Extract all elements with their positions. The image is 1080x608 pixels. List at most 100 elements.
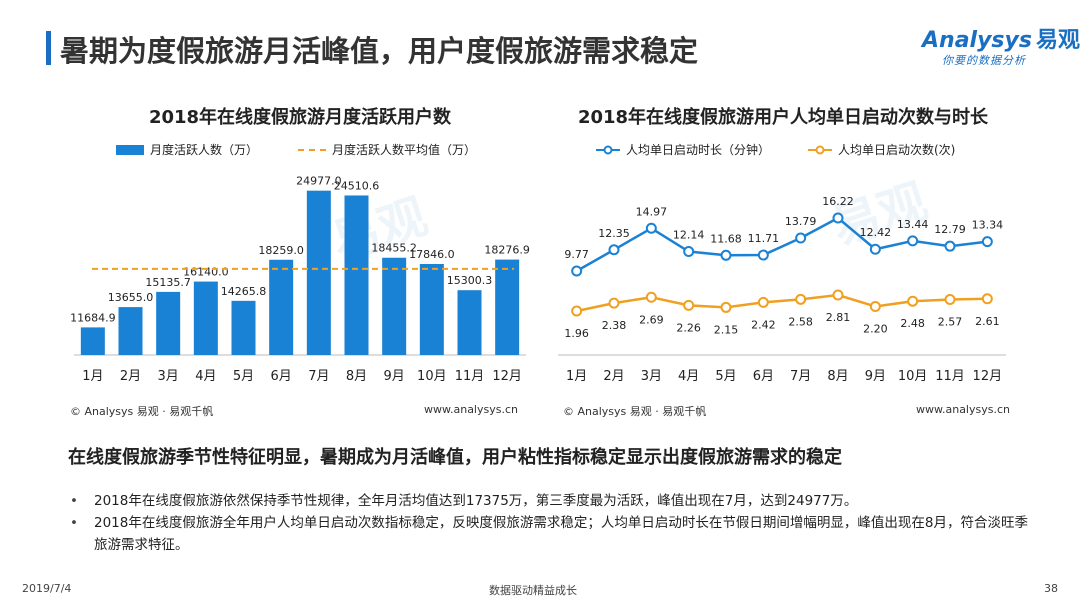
page-title: 暑期为度假旅游月活峰值，用户度假旅游需求稳定 bbox=[60, 34, 699, 68]
right-x-tick-10: 10月 bbox=[898, 369, 928, 384]
logo-main-text: Analysys bbox=[922, 28, 1032, 53]
bar-3 bbox=[156, 291, 181, 355]
bar-7 bbox=[306, 190, 331, 355]
legend-s1-label: 人均单日启动时长（分钟） bbox=[626, 143, 771, 157]
launches-series-point-7 bbox=[795, 293, 807, 305]
legend-bar-swatch bbox=[116, 144, 144, 155]
right-chart-legend-s2: 人均单日启动次数(次) bbox=[808, 141, 955, 158]
bar-value-label-5: 14265.8 bbox=[221, 285, 267, 298]
bar-value-label-12: 18276.9 bbox=[484, 244, 530, 257]
launches-series-point-11 bbox=[944, 294, 956, 306]
duration-series-line bbox=[576, 216, 988, 273]
launches-series-label-4: 2.26 bbox=[676, 321, 701, 334]
bar-6 bbox=[269, 259, 294, 355]
analysys-logo: Analysys 易观 你要的数据分析 bbox=[922, 22, 1080, 72]
duration-series-point-4 bbox=[683, 246, 695, 258]
bar-value-label-9: 18455.2 bbox=[371, 242, 417, 255]
bar-9 bbox=[382, 257, 407, 355]
duration-series-label-6: 11.71 bbox=[748, 232, 780, 245]
summary-bullet-2: 2018年在线度假旅游全年用户人均单日启动次数指标稳定，反映度假旅游需求稳定；人… bbox=[68, 512, 1038, 556]
bar-value-label-10: 17846.0 bbox=[409, 248, 455, 261]
right-x-tick-5: 5月 bbox=[715, 369, 736, 384]
bar-value-label-8: 24510.6 bbox=[334, 179, 380, 192]
duration-series-label-10: 13.44 bbox=[897, 218, 929, 231]
bar-value-label-2: 13655.0 bbox=[108, 291, 154, 304]
duration-series-point-5 bbox=[720, 249, 732, 261]
duration-series-label-8: 16.22 bbox=[822, 195, 854, 208]
bar-5 bbox=[231, 300, 256, 355]
left-chart-source: © Analysys 易观 · 易观千帆 bbox=[70, 405, 214, 418]
duration-series-point-7 bbox=[795, 232, 807, 244]
left-x-tick-12: 12月 bbox=[492, 369, 522, 384]
bar-value-label-4: 16140.0 bbox=[183, 266, 229, 279]
launches-series-label-12: 2.61 bbox=[975, 315, 1000, 328]
left-x-tick-8: 8月 bbox=[346, 369, 367, 384]
footer-page-number: 38 bbox=[1044, 582, 1058, 595]
right-chart-title: 2018年在线度假旅游用户人均单日启动次数与时长 bbox=[577, 107, 989, 128]
bar-value-label-11: 15300.3 bbox=[447, 274, 493, 287]
right-x-tick-12: 12月 bbox=[973, 369, 1003, 384]
duration-series-label-12: 13.34 bbox=[972, 219, 1004, 232]
launches-series-point-4 bbox=[683, 299, 695, 311]
bar-value-label-7: 24977.0 bbox=[296, 175, 342, 188]
legend-s2-label: 人均单日启动次数(次) bbox=[838, 143, 956, 157]
bar-8 bbox=[344, 195, 369, 355]
bar-12 bbox=[495, 259, 520, 355]
left-x-tick-7: 7月 bbox=[308, 369, 329, 384]
right-x-tick-6: 6月 bbox=[753, 369, 774, 384]
legend-line-swatch bbox=[298, 148, 326, 151]
right-x-tick-1: 1月 bbox=[566, 369, 587, 384]
title-accent-bar bbox=[46, 31, 51, 65]
duration-series-point-3 bbox=[645, 222, 657, 234]
left-x-tick-3: 3月 bbox=[158, 369, 179, 384]
duration-series-label-5: 11.68 bbox=[710, 232, 742, 245]
right-chart-website: www.analysys.cn bbox=[916, 403, 1010, 416]
launches-series-point-2 bbox=[608, 297, 620, 309]
duration-series-point-6 bbox=[757, 249, 769, 261]
left-chart-legend-line: 月度活跃人数平均值（万） bbox=[298, 141, 476, 158]
launches-series-label-6: 2.42 bbox=[751, 318, 776, 331]
launches-series-label-1: 1.96 bbox=[564, 327, 589, 340]
duration-series-point-9 bbox=[869, 243, 881, 255]
right-x-tick-4: 4月 bbox=[678, 369, 699, 384]
launches-series-label-10: 2.48 bbox=[900, 317, 925, 330]
logo-cn-text: 易观 bbox=[1035, 28, 1080, 53]
bar-4 bbox=[193, 281, 218, 355]
launches-series-label-9: 2.20 bbox=[863, 322, 888, 335]
left-x-tick-5: 5月 bbox=[233, 369, 254, 384]
legend-s1-swatch bbox=[596, 145, 620, 154]
left-x-tick-9: 9月 bbox=[384, 369, 405, 384]
right-x-tick-7: 7月 bbox=[790, 369, 811, 384]
launches-series-label-5: 2.15 bbox=[714, 323, 739, 336]
right-x-tick-8: 8月 bbox=[827, 369, 848, 384]
launches-series-label-7: 2.58 bbox=[788, 315, 813, 328]
launches-series-point-10 bbox=[907, 295, 919, 307]
left-chart-title: 2018年在线度假旅游月度活跃用户数 bbox=[148, 107, 452, 128]
launches-series-label-3: 2.69 bbox=[639, 313, 664, 326]
summary-bullet-1: 2018年在线度假旅游依然保持季节性规律，全年月活均值达到17375万，第三季度… bbox=[68, 490, 1038, 512]
bar-value-label-6: 18259.0 bbox=[258, 244, 304, 257]
left-chart-legend-bar: 月度活跃人数（万） bbox=[116, 141, 258, 158]
right-chart-legend-s1: 人均单日启动时长（分钟） bbox=[596, 141, 770, 158]
duration-series-label-4: 12.14 bbox=[673, 229, 705, 242]
duration-series-point-12 bbox=[981, 236, 993, 248]
summary-heading: 在线度假旅游季节性特征明显，暑期成为月活峰值，用户粘性指标稳定显示出度假旅游需求… bbox=[68, 447, 842, 468]
launches-series-point-6 bbox=[757, 296, 769, 308]
right-x-tick-3: 3月 bbox=[641, 369, 662, 384]
left-x-tick-11: 11月 bbox=[455, 369, 485, 384]
right-chart-source: © Analysys 易观 · 易观千帆 bbox=[563, 405, 707, 418]
launches-series-point-9 bbox=[869, 300, 881, 312]
launches-series-label-8: 2.81 bbox=[826, 311, 851, 324]
logo-text: Analysys 易观 bbox=[922, 22, 1080, 54]
launches-series-point-12 bbox=[981, 293, 993, 305]
launches-series-point-8 bbox=[832, 289, 844, 301]
right-x-tick-2: 2月 bbox=[603, 369, 624, 384]
launches-series-line bbox=[576, 293, 988, 313]
bar-11 bbox=[457, 290, 482, 355]
right-x-tick-9: 9月 bbox=[865, 369, 886, 384]
bar-value-label-3: 15135.7 bbox=[145, 276, 191, 289]
launches-series-point-3 bbox=[645, 291, 657, 303]
left-x-tick-1: 1月 bbox=[82, 369, 103, 384]
logo-tagline: 你要的数据分析 bbox=[942, 54, 1026, 67]
